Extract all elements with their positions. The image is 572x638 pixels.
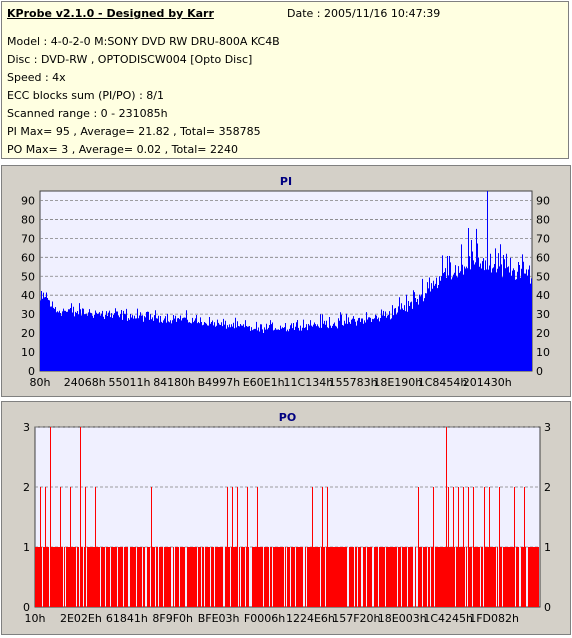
po-ytick-label-right: 3: [544, 421, 551, 434]
pi-ytick-label-right: 60: [536, 251, 550, 264]
pi-ytick-label-right: 70: [536, 232, 550, 245]
info-panel: KProbe v2.1.0 - Designed by Karr Date : …: [1, 1, 569, 159]
pi-ytick-label-right: 80: [536, 213, 550, 226]
pi-ytick-label-left: 10: [21, 346, 35, 359]
po-xtick-label: 10h: [25, 612, 46, 625]
pi-chart: PI 0 0 10 10 20 20 30 30 40 40 50 50 60 60 70 70 80 80 90 90…: [21, 175, 550, 389]
po-xtick-label: 2E02Eh: [60, 612, 102, 625]
disc-line: Disc : DVD-RW , OPTODISCW004 [Opto Disc]: [7, 53, 253, 66]
po-ytick-label-right: 2: [544, 481, 551, 494]
pi-chart-title: PI: [280, 175, 292, 188]
po-ytick-label-right: 1: [544, 541, 551, 554]
pi-xtick-label: 155783h: [329, 376, 378, 389]
scan-date: Date : 2005/11/16 10:47:39: [287, 7, 441, 20]
pi-ytick-label-left: 60: [21, 251, 35, 264]
pi-xtick-label: 201430h: [463, 376, 512, 389]
po-ytick-label-left: 1: [23, 541, 30, 554]
po-bars: [35, 427, 539, 607]
po-ytick-label-left: 3: [23, 421, 30, 434]
pi-xtick-label: 55011h: [108, 376, 150, 389]
po-stats-line: PO Max= 3 , Average= 0.02 , Total= 2240: [7, 143, 238, 156]
po-xtick-label: 61841h: [106, 612, 148, 625]
app-title: KProbe v2.1.0 - Designed by Karr: [7, 7, 214, 20]
pi-ytick-label-right: 0: [536, 365, 543, 378]
po-xtick-label: BFE03h: [198, 612, 240, 625]
pi-ytick-label-left: 80: [21, 213, 35, 226]
po-xtick-label: 18E003h: [378, 612, 427, 625]
pi-ytick-label-right: 10: [536, 346, 550, 359]
pi-xtick-label: 11C134h: [284, 376, 334, 389]
pi-xtick-label: B4997h: [198, 376, 241, 389]
po-xtick-label: F0006h: [244, 612, 285, 625]
pi-ytick-label-right: 50: [536, 270, 550, 283]
pi-ytick-label-left: 90: [21, 194, 35, 207]
pi-xtick-label: E60E1h: [243, 376, 285, 389]
po-ytick-label-left: 0: [23, 601, 30, 614]
pi-ytick-label-left: 50: [21, 270, 35, 283]
po-chart-panel: PO 0 0 1 1 2 2 3 3 10h 2E02Eh 61841h 8F9F0h BFE03h F00…: [1, 401, 571, 635]
po-ytick-label-left: 2: [23, 481, 30, 494]
po-xtick-label: 1C4245h: [423, 612, 473, 625]
pi-chart-panel: PI 0 0 10 10 20 20 30 30 40 40 50 50 60 60 70 70 80 80 90 90…: [1, 165, 571, 397]
pi-ytick-label-right: 40: [536, 289, 550, 302]
po-chart: PO 0 0 1 1 2 2 3 3 10h 2E02Eh 61841h 8F9F0h BFE03h F00…: [23, 411, 551, 625]
pi-xtick-label: 80h: [30, 376, 51, 389]
pi-ytick-label-left: 30: [21, 308, 35, 321]
pi-ytick-label-left: 20: [21, 327, 35, 340]
pi-xtick-label: 24068h: [64, 376, 106, 389]
pi-ytick-label-left: 40: [21, 289, 35, 302]
pi-xtick-label: 1C8454h: [418, 376, 468, 389]
pi-stats-line: PI Max= 95 , Average= 21.82 , Total= 358…: [7, 125, 261, 138]
pi-xtick-label: 84180h: [153, 376, 195, 389]
po-xtick-label: 1FD082h: [469, 612, 519, 625]
po-xtick-label: 1224E6h: [286, 612, 335, 625]
po-ytick-label-right: 0: [544, 601, 551, 614]
speed-line: Speed : 4x: [7, 71, 66, 84]
pi-ytick-label-right: 30: [536, 308, 550, 321]
model-line: Model : 4-0-2-0 M:SONY DVD RW DRU-800A K…: [7, 35, 280, 48]
po-xtick-label: 8F9F0h: [152, 612, 193, 625]
po-xtick-label: 157F20h: [332, 612, 380, 625]
pi-ytick-label-right: 90: [536, 194, 550, 207]
range-line: Scanned range : 0 - 231085h: [7, 107, 168, 120]
pi-xtick-label: 18E190h: [373, 376, 422, 389]
pi-ytick-label-left: 70: [21, 232, 35, 245]
pi-ytick-label-right: 20: [536, 327, 550, 340]
pi-ytick-label-left: 0: [28, 365, 35, 378]
pi-bars: [40, 191, 532, 371]
po-chart-title: PO: [279, 411, 296, 424]
ecc-line: ECC blocks sum (PI/PO) : 8/1: [7, 89, 164, 102]
